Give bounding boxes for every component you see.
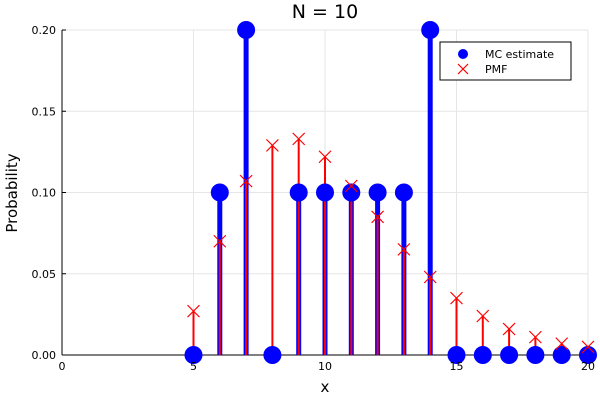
- pmf-point-stroke-b-14: [423, 270, 437, 284]
- mc-point-11: [342, 183, 361, 202]
- mc-point-5: [184, 346, 203, 364]
- x-tick-label-4: 20: [581, 360, 595, 373]
- pmf-point-stroke-b-7: [239, 174, 253, 188]
- pmf-point-16: [476, 309, 490, 323]
- pmf-point-17: [502, 322, 516, 336]
- legend: MC estimate PMF: [439, 41, 572, 81]
- legend-marker-pmf: [457, 63, 469, 75]
- pmf-point-stroke-b-12: [371, 210, 385, 224]
- pmf-point-7: [239, 174, 253, 188]
- pmf-point-14: [423, 270, 437, 284]
- mc-point-10: [316, 183, 334, 202]
- pmf-point-stroke-b-8: [265, 138, 279, 152]
- pmf-point-12: [371, 210, 385, 224]
- mc-point-17: [500, 346, 519, 364]
- pmf-point-8: [265, 138, 279, 152]
- mc-point-12: [368, 183, 387, 202]
- y-tick-label-0: 0.00: [32, 349, 57, 362]
- pmf-point-5: [187, 304, 200, 318]
- pmf-point-9: [292, 132, 306, 146]
- pmf-point-stroke-b-13: [397, 242, 411, 256]
- legend-label-pmf: PMF: [485, 63, 507, 76]
- pmf-point-11: [344, 179, 358, 193]
- pmf-point-stroke-b-18: [528, 330, 542, 344]
- legend-box: [439, 41, 572, 81]
- mc-point-9: [289, 183, 308, 202]
- mc-point-15: [447, 346, 466, 364]
- mc-point-19: [552, 346, 571, 364]
- y-axis-label: Probability: [3, 153, 21, 232]
- pmf-point-stroke-b-16: [476, 309, 490, 323]
- mc-point-13: [394, 183, 413, 202]
- tick-labels: 0 5 10 15 20 0.00 0.05 0.10 0.15 0.20: [32, 24, 596, 373]
- mc-point-14: [421, 21, 440, 39]
- mc-point-20: [579, 346, 597, 364]
- pmf-point-10: [318, 150, 332, 164]
- pmf-point-stroke-b-11: [344, 179, 358, 193]
- y-tick-label-3: 0.15: [32, 105, 57, 118]
- pmf-point-6: [213, 234, 227, 248]
- x-tick-label-0: 0: [59, 360, 66, 373]
- pmf-point-13: [397, 242, 411, 256]
- pmf-point-stroke-b-20: [581, 340, 595, 354]
- legend-marker-mc: [458, 49, 468, 59]
- pmf-point-15: [450, 291, 463, 305]
- legend-label-mc: MC estimate: [485, 48, 554, 61]
- x-tick-label-1: 5: [190, 360, 197, 373]
- pmf-point-stroke-b-9: [292, 132, 306, 146]
- pmf-point-19: [555, 337, 569, 351]
- pmf-point-18: [528, 330, 542, 344]
- y-tick-label-2: 0.10: [32, 187, 57, 200]
- mc-point-18: [526, 346, 545, 364]
- x-axis-label: x: [321, 378, 330, 396]
- plot-area: [184, 21, 597, 364]
- mc-point-8: [263, 346, 282, 364]
- x-tick-label-3: 15: [450, 360, 464, 373]
- mc-point-6: [210, 183, 229, 202]
- pmf-point-stroke-b-15: [450, 291, 463, 305]
- pmf-point-stroke-b-10: [318, 150, 332, 164]
- chart-title: N = 10: [292, 1, 358, 23]
- pmf-point-20: [581, 340, 595, 354]
- pmf-point-stroke-b-5: [187, 304, 200, 318]
- mc-point-16: [473, 346, 492, 364]
- y-tick-label-4: 0.20: [32, 24, 57, 37]
- pmf-point-stroke-b-19: [555, 337, 569, 351]
- legend-marker-pmf-b: [457, 63, 469, 75]
- x-tick-label-2: 10: [318, 360, 332, 373]
- pmf-point-stroke-b-6: [213, 234, 227, 248]
- mc-point-7: [237, 21, 256, 39]
- y-tick-label-1: 0.05: [32, 268, 57, 281]
- pmf-point-stroke-b-17: [502, 322, 516, 336]
